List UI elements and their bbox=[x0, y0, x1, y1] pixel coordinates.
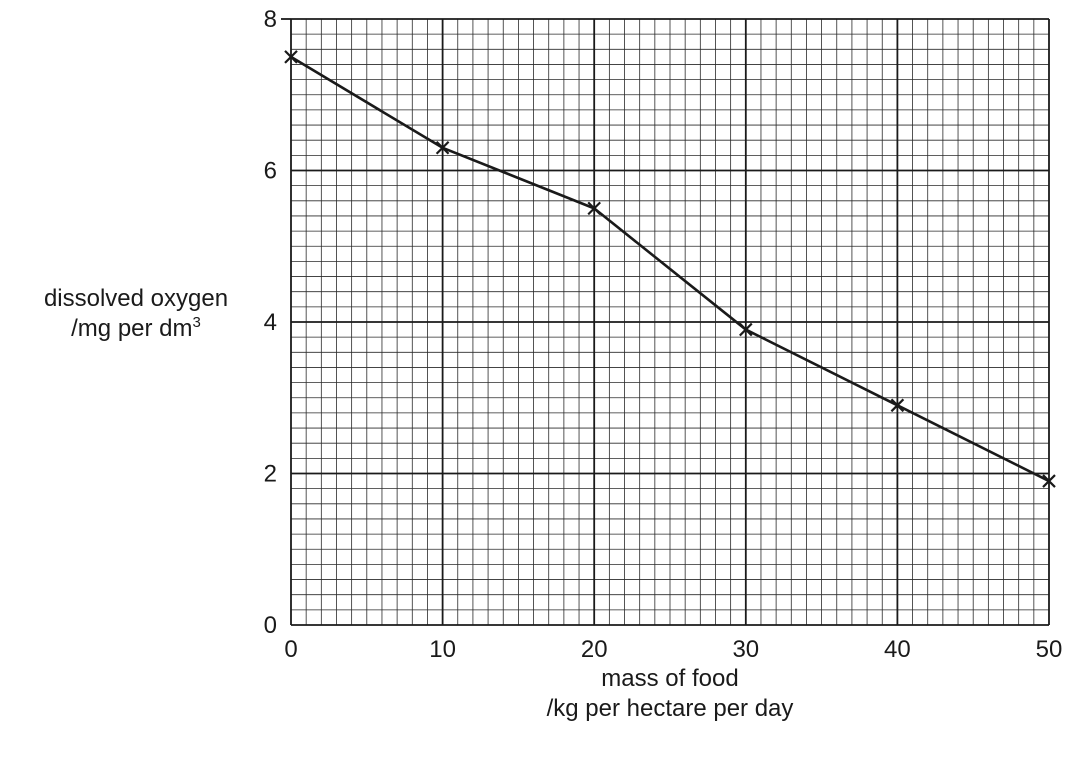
y-tick-label: 4 bbox=[264, 309, 277, 336]
data-point-stroke bbox=[435, 140, 450, 155]
y-tick-label: 6 bbox=[264, 158, 277, 185]
data-point bbox=[284, 50, 298, 64]
data-point-stroke bbox=[587, 201, 601, 216]
x-tick-label: 10 bbox=[429, 636, 456, 663]
x-axis-label: mass of food /kg per hectare per day bbox=[520, 664, 820, 724]
series-line bbox=[290, 55, 1050, 483]
data-point-stroke bbox=[284, 50, 298, 64]
x-tick-label: 40 bbox=[884, 636, 911, 663]
x-tick-label: 0 bbox=[284, 636, 297, 663]
major-gridlines bbox=[281, 18, 1050, 626]
x-axis-label-line2: /kg per hectare per day bbox=[546, 695, 794, 722]
data-point-stroke bbox=[1042, 474, 1056, 488]
y-axis-label-line2: /mg per dm3 bbox=[71, 314, 201, 342]
data-point bbox=[890, 398, 905, 413]
y-tick-label: 0 bbox=[264, 612, 277, 639]
data-point bbox=[739, 322, 753, 337]
data-point bbox=[435, 140, 450, 155]
data-point-stroke bbox=[890, 398, 905, 413]
x-tick-label: 30 bbox=[732, 636, 759, 663]
x-axis-label-line1: mass of food bbox=[601, 665, 739, 692]
y-tick-label: 2 bbox=[264, 461, 277, 488]
data-series bbox=[284, 50, 1056, 488]
tick-labels: 0 10 20 30 40 50 0 2 4 6 8 bbox=[264, 6, 1063, 663]
data-point bbox=[1042, 474, 1056, 488]
data-point bbox=[587, 201, 601, 216]
y-axis-unit-superscript: 3 bbox=[192, 314, 201, 331]
y-tick-label: 8 bbox=[264, 6, 277, 33]
x-tick-label: 20 bbox=[581, 636, 608, 663]
y-axis-label-line1: dissolved oxygen bbox=[43, 285, 229, 312]
data-point-stroke bbox=[739, 322, 753, 337]
y-axis-label: dissolved oxygen /mg per dm3 bbox=[0, 284, 272, 344]
x-tick-label: 50 bbox=[1036, 636, 1063, 663]
